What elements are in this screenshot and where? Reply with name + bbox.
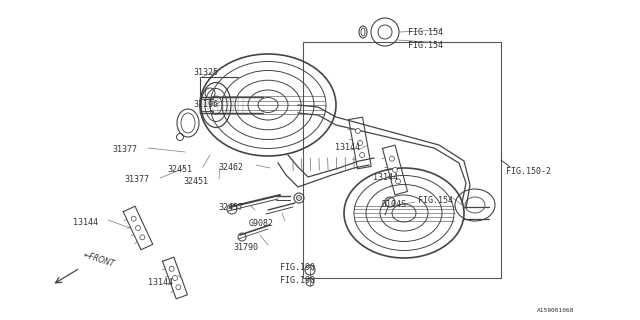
Text: 31325: 31325 [193,68,218,77]
Circle shape [396,179,401,184]
Circle shape [176,285,181,290]
Text: 13144: 13144 [373,173,398,182]
Text: 31790: 31790 [233,243,258,252]
Text: 32451: 32451 [183,177,208,186]
Circle shape [358,140,362,146]
Text: D104S: D104S [381,200,406,209]
Circle shape [136,226,141,230]
Text: 13144: 13144 [73,218,98,227]
Text: FIG.150-2: FIG.150-2 [506,167,551,176]
Circle shape [131,216,136,221]
Text: 31196: 31196 [193,100,218,109]
Bar [303,42,501,278]
Text: FIG.154: FIG.154 [408,28,443,37]
Text: 32457: 32457 [218,203,243,212]
Text: 31377: 31377 [124,175,149,184]
Text: FIG.190: FIG.190 [280,263,315,272]
Circle shape [169,266,174,271]
Circle shape [390,156,394,161]
Text: 32462: 32462 [218,163,243,172]
Circle shape [360,153,365,157]
Text: 32451: 32451 [167,165,192,174]
Text: 31377: 31377 [112,145,137,154]
Text: G9082: G9082 [249,219,274,228]
Text: 13144: 13144 [148,278,173,287]
Circle shape [140,235,145,240]
Text: 13144: 13144 [335,143,360,152]
Text: ←FRONT: ←FRONT [82,251,116,269]
Text: FIG.190: FIG.190 [280,276,315,285]
Text: FIG.154: FIG.154 [418,196,453,205]
Text: A159001068: A159001068 [536,308,574,313]
Circle shape [355,128,360,133]
Circle shape [392,167,397,172]
Circle shape [296,196,301,201]
Circle shape [173,276,177,281]
Text: FIG.154: FIG.154 [408,41,443,50]
